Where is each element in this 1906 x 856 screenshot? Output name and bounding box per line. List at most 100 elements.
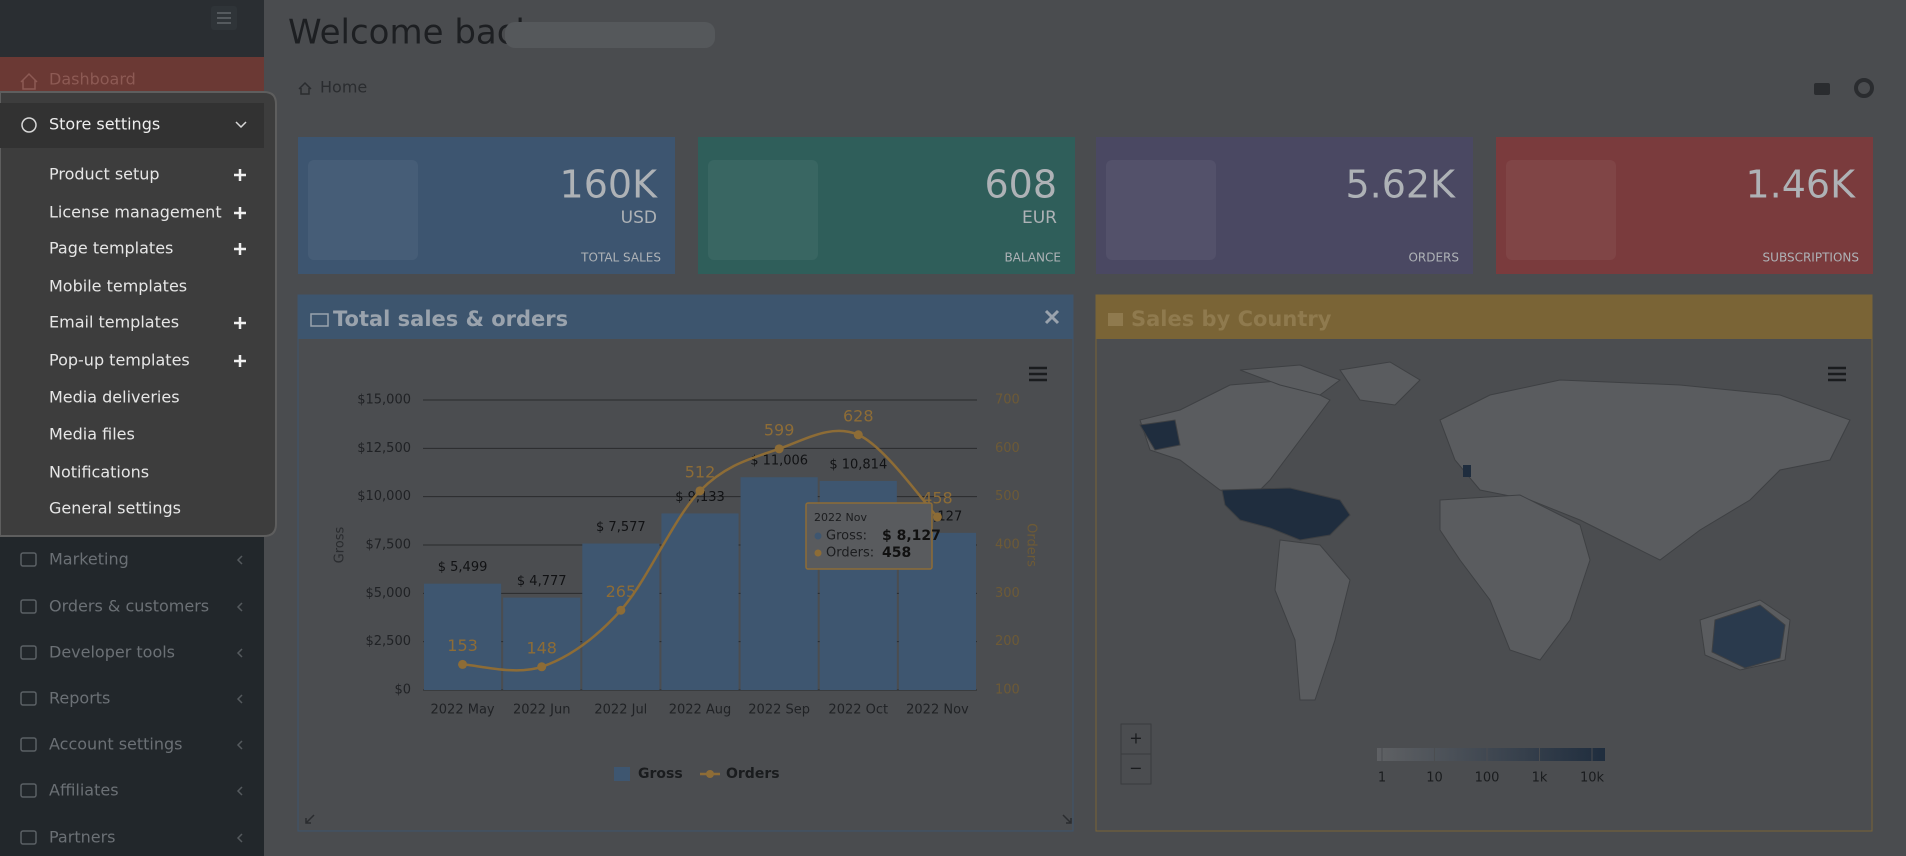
menu-chevron-down bbox=[235, 121, 247, 129]
zoom-box bbox=[1120, 753, 1152, 785]
tooltip-title: 2022 Nov bbox=[814, 511, 867, 524]
y2-tick-label: 500 bbox=[995, 489, 1020, 504]
stat-label: TOTAL SALES bbox=[580, 251, 661, 265]
tooltip-series: Orders: bbox=[826, 546, 874, 561]
home-icon bbox=[20, 72, 38, 90]
stat-unit: EUR bbox=[1022, 208, 1057, 228]
color-legend bbox=[1377, 748, 1605, 761]
menu-header[interactable] bbox=[0, 103, 264, 148]
country-shape bbox=[1139, 379, 1331, 501]
submenu-item[interactable]: Media deliveries bbox=[49, 388, 180, 407]
color-legend-label: 100 bbox=[1475, 771, 1500, 786]
submenu-item[interactable]: Notifications bbox=[49, 463, 149, 482]
stat-icon bbox=[1506, 160, 1616, 260]
lock-icon[interactable] bbox=[1814, 83, 1830, 95]
stat-label: BALANCE bbox=[1004, 251, 1061, 265]
map-panel-title: Sales by Country bbox=[1131, 307, 1332, 331]
stat-card bbox=[698, 137, 1075, 274]
resize-left bbox=[305, 814, 315, 824]
chart-panel-header bbox=[298, 295, 1073, 339]
menu-chevron bbox=[236, 694, 243, 704]
line-point bbox=[774, 444, 784, 454]
submenu-item[interactable]: Mobile templates bbox=[49, 277, 187, 296]
legend-marker bbox=[706, 770, 714, 778]
expand-icon bbox=[234, 317, 246, 329]
resize-right bbox=[1062, 814, 1072, 824]
menu-title[interactable]: Store settings bbox=[49, 115, 160, 134]
x-tick-label: 2022 Aug bbox=[669, 703, 732, 718]
breadcrumb[interactable]: Home bbox=[320, 78, 367, 97]
menu-chevron bbox=[236, 740, 243, 750]
stat-icon bbox=[708, 160, 818, 260]
stat-value: 1.46K bbox=[1745, 163, 1856, 207]
menu-icon bbox=[20, 691, 37, 706]
line-point bbox=[537, 662, 547, 672]
submenu-item[interactable]: License management bbox=[49, 203, 222, 222]
zoom-out-button[interactable]: − bbox=[1120, 753, 1152, 785]
chart-menu[interactable] bbox=[1029, 366, 1047, 382]
menu-item[interactable]: Developer tools bbox=[49, 643, 175, 662]
menu-item[interactable]: Reports bbox=[49, 689, 110, 708]
line-value-label: 512 bbox=[685, 462, 716, 481]
menu-item[interactable]: Affiliates bbox=[49, 781, 119, 800]
menu-item[interactable]: Account settings bbox=[49, 735, 183, 754]
menu-chevron bbox=[236, 786, 243, 796]
color-legend-label: 10k bbox=[1580, 771, 1605, 786]
y2-tick-label: 300 bbox=[995, 586, 1020, 601]
close-icon bbox=[1044, 309, 1060, 325]
legend-item[interactable]: Orders bbox=[700, 766, 780, 782]
menu-item[interactable]: Orders & customers bbox=[49, 597, 209, 616]
menu-chevron bbox=[236, 833, 243, 843]
y-tick-label: $0 bbox=[394, 683, 411, 698]
line-point bbox=[695, 486, 705, 496]
y2-axis-title: Orders bbox=[1024, 523, 1039, 567]
country-usa bbox=[1221, 487, 1351, 541]
y2-tick-label: 200 bbox=[995, 634, 1020, 649]
submenu-item[interactable]: Media files bbox=[49, 425, 135, 444]
color-legend-label: 1k bbox=[1532, 771, 1548, 786]
menu-icon bbox=[20, 783, 37, 798]
map-panel-icon bbox=[1108, 313, 1123, 326]
x-tick-label: 2022 Sep bbox=[748, 703, 810, 718]
line-value-label: 599 bbox=[764, 420, 795, 439]
chart-menu[interactable] bbox=[1828, 366, 1846, 382]
menu-icon bbox=[20, 830, 37, 845]
close-button[interactable] bbox=[1044, 309, 1060, 325]
country-alaska bbox=[1139, 419, 1181, 451]
stat-value: 160K bbox=[560, 163, 659, 207]
bar bbox=[424, 583, 502, 690]
line-value-label: 265 bbox=[606, 582, 637, 601]
stat-value: 608 bbox=[984, 163, 1057, 207]
menu-item[interactable]: Marketing bbox=[49, 550, 129, 569]
x-tick-label: 2022 Jul bbox=[594, 703, 647, 718]
bar bbox=[661, 513, 739, 690]
settings-icon[interactable] bbox=[1854, 78, 1874, 98]
expand-icon bbox=[234, 355, 246, 367]
y-axis-title: Gross bbox=[333, 526, 348, 563]
submenu-item[interactable]: Product setup bbox=[49, 165, 160, 184]
gear-icon bbox=[21, 117, 37, 133]
legend-item[interactable]: Gross bbox=[614, 766, 683, 782]
menu-item[interactable]: Partners bbox=[49, 828, 115, 847]
zoom-in-button[interactable]: + bbox=[1120, 723, 1152, 755]
stat-value: 5.62K bbox=[1345, 163, 1456, 207]
submenu-item[interactable]: Pop-up templates bbox=[49, 351, 190, 370]
user-name-blurred bbox=[505, 22, 715, 48]
color-legend-label: 1 bbox=[1378, 771, 1386, 786]
legend-label: Gross bbox=[638, 766, 683, 782]
menu-toggle[interactable] bbox=[211, 6, 237, 30]
x-tick-label: 2022 May bbox=[431, 703, 495, 718]
menu-icon bbox=[20, 599, 37, 614]
bar-value-label: $ 5,499 bbox=[438, 560, 488, 575]
line-point bbox=[458, 659, 468, 669]
expand-icon bbox=[234, 207, 246, 219]
tooltip: 2022 Nov Gross: $ 8,127 Orders: 458 bbox=[805, 502, 941, 570]
submenu-item[interactable]: General settings bbox=[49, 499, 181, 518]
dashboard-label[interactable]: Dashboard bbox=[49, 70, 136, 89]
line-value-label: 148 bbox=[526, 638, 557, 657]
bar-value-label: $ 4,777 bbox=[517, 574, 567, 589]
submenu-item[interactable]: Email templates bbox=[49, 313, 179, 332]
submenu-item[interactable]: Page templates bbox=[49, 239, 173, 258]
